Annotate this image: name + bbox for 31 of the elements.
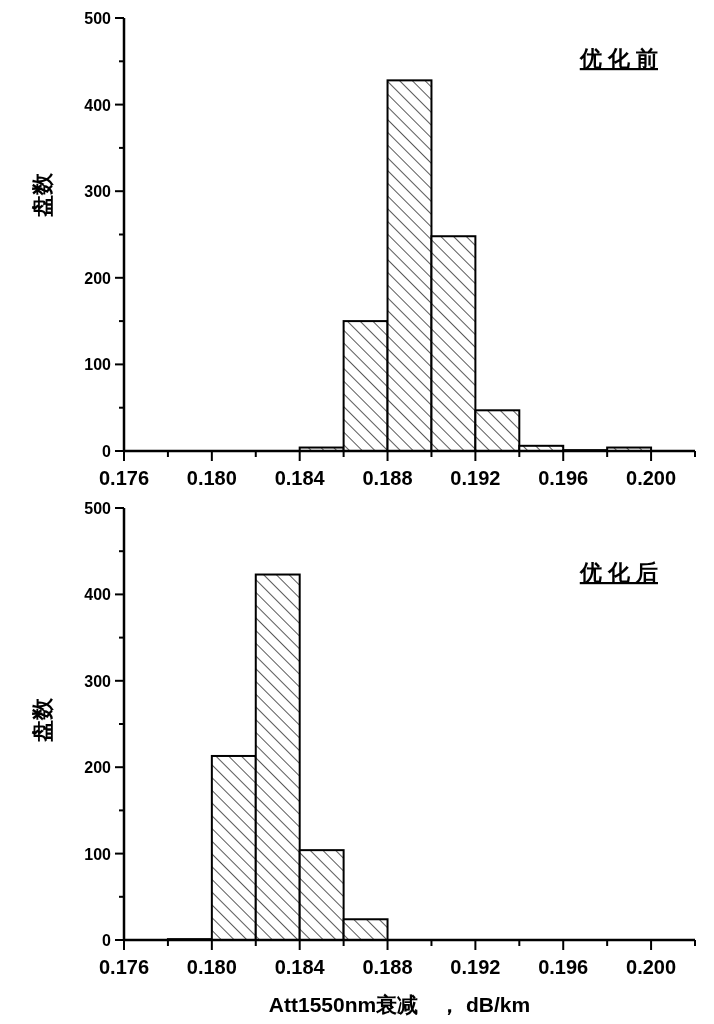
y-tick-label: 0 — [102, 932, 112, 949]
x-tick-label: 0.200 — [626, 956, 677, 978]
x-tick-label: 0.196 — [538, 956, 589, 978]
y-tick-label: 200 — [84, 759, 112, 777]
x-tick-label: 0.188 — [362, 467, 413, 489]
x-axis-title: Att1550nm衰减 ， dB/km — [268, 993, 531, 1016]
x-tick-label: 0.184 — [274, 956, 326, 978]
annotation: 优 化 前 — [578, 46, 658, 71]
x-tick-label: 0.176 — [98, 956, 150, 978]
x-tick-label: 0.180 — [186, 956, 237, 978]
y-axis-title: 盘数 — [30, 172, 55, 218]
x-tick-label: 0.188 — [362, 956, 413, 978]
y-tick-label: 300 — [84, 183, 112, 201]
x-tick-label: 0.176 — [98, 467, 150, 489]
x-tick-label: 0.180 — [186, 467, 237, 489]
annotation: 优 化 后 — [578, 560, 658, 585]
y-axis-title: 盘数 — [30, 697, 55, 743]
y-tick-label: 500 — [84, 10, 112, 27]
y-tick-label: 100 — [84, 356, 112, 374]
x-tick-label: 0.192 — [450, 956, 501, 978]
x-tick-label: 0.200 — [626, 467, 677, 489]
x-tick-label: 0.196 — [538, 467, 589, 489]
x-tick-label: 0.192 — [450, 467, 501, 489]
y-tick-label: 200 — [84, 269, 112, 287]
y-tick-label: 400 — [84, 586, 112, 604]
y-tick-label: 500 — [84, 500, 112, 517]
y-tick-label: 300 — [84, 672, 112, 690]
x-tick-label: 0.184 — [274, 467, 326, 489]
y-tick-label: 100 — [84, 845, 112, 863]
y-tick-label: 0 — [102, 443, 112, 460]
y-tick-label: 400 — [84, 96, 112, 114]
